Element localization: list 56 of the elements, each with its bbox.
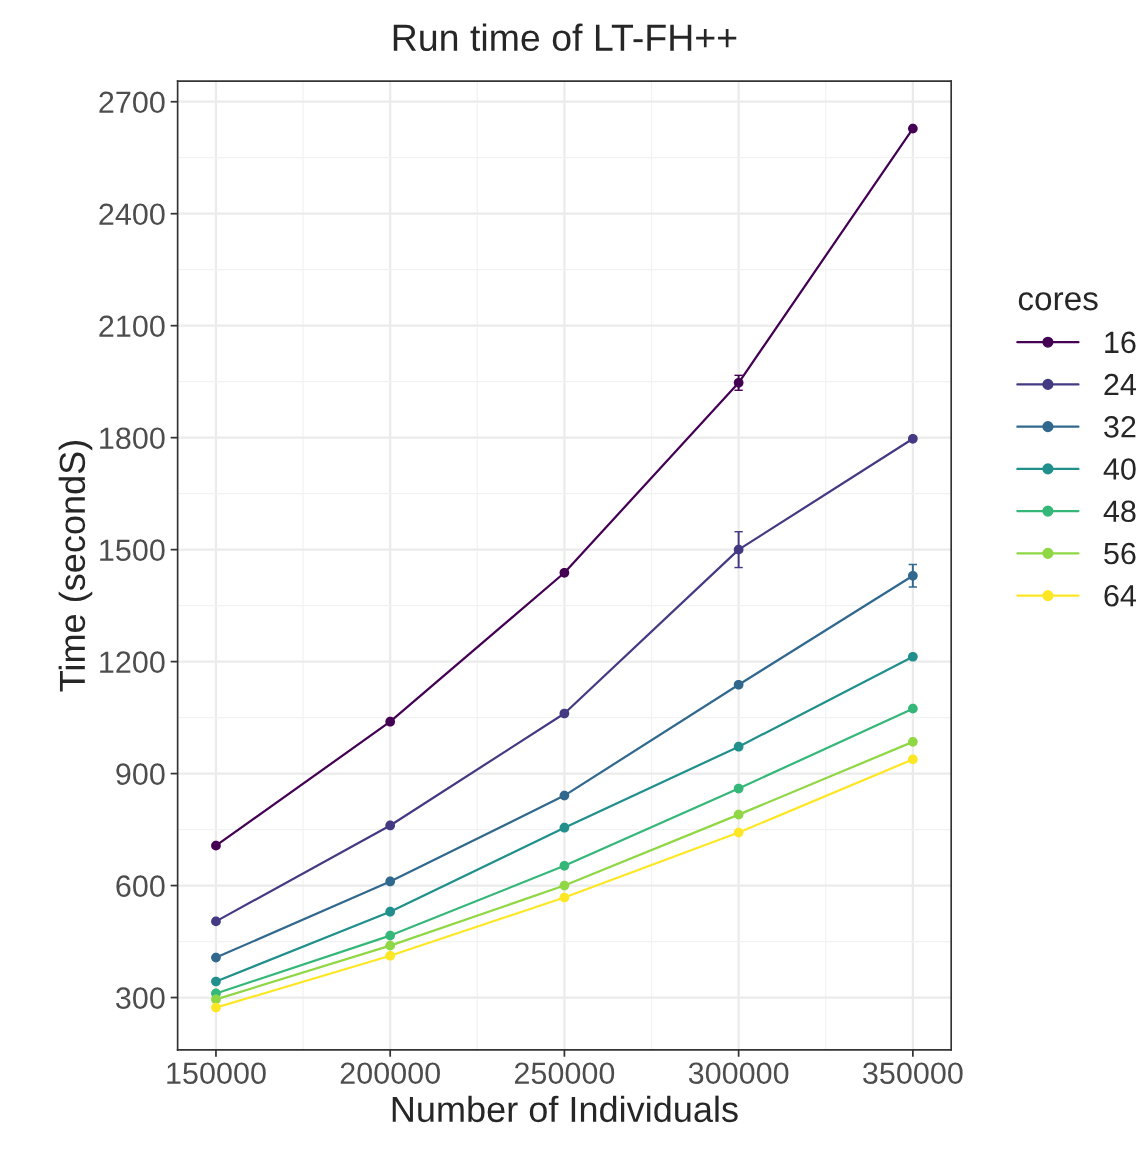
y-tick-label: 600 [116, 875, 165, 897]
point [211, 1002, 221, 1013]
point [385, 716, 396, 727]
point [733, 741, 744, 752]
legend-label: 16 [1105, 331, 1136, 354]
point [907, 651, 918, 662]
point [559, 708, 570, 719]
y-tick-label: 2400 [99, 203, 165, 226]
point [385, 906, 396, 917]
point [733, 827, 744, 838]
chart-title: Run time of LT-FH++ [393, 23, 737, 52]
point [211, 840, 221, 851]
legend-label: 64 [1104, 584, 1137, 607]
point [385, 820, 396, 831]
y-tick-label: 1800 [100, 427, 165, 450]
point [211, 952, 221, 963]
y-tick-label: 2100 [99, 315, 165, 338]
point [907, 433, 918, 444]
point [559, 822, 570, 833]
point [559, 892, 570, 903]
point [907, 123, 918, 134]
point [559, 567, 570, 578]
x-tick-label: 150000 [167, 1062, 266, 1085]
point [385, 930, 396, 941]
point [385, 876, 396, 887]
point [733, 809, 744, 820]
y-tick-label: 900 [116, 763, 165, 785]
point [907, 737, 918, 747]
legend-label: 24 [1104, 373, 1137, 396]
point [733, 679, 744, 690]
y-tick-label: 300 [116, 987, 165, 1009]
y-axis-title: Time (secondS) [58, 440, 93, 692]
x-tick-label: 350000 [863, 1062, 963, 1085]
point [385, 950, 396, 961]
x-axis-title: Number of Individuals [392, 1095, 738, 1123]
y-tick-label: 2700 [99, 91, 165, 114]
point [211, 916, 221, 927]
point [733, 783, 744, 794]
point [559, 880, 570, 891]
x-tick-label: 300000 [688, 1062, 789, 1085]
legend-label: 32 [1104, 416, 1136, 438]
legend-label: 48 [1103, 500, 1136, 523]
y-tick-label: 1500 [100, 539, 165, 562]
x-tick-label: 200000 [340, 1062, 440, 1085]
legend-title: cores [1018, 292, 1098, 311]
point [385, 940, 396, 951]
point [211, 994, 221, 1005]
legend-label: 40 [1103, 458, 1136, 480]
point [907, 754, 918, 765]
x-tick-label: 250000 [514, 1062, 615, 1085]
point [559, 860, 570, 871]
point [907, 703, 918, 714]
legend-label: 56 [1104, 542, 1136, 565]
point [559, 790, 570, 801]
y-tick-label: 1200 [100, 651, 165, 673]
point [211, 976, 221, 987]
